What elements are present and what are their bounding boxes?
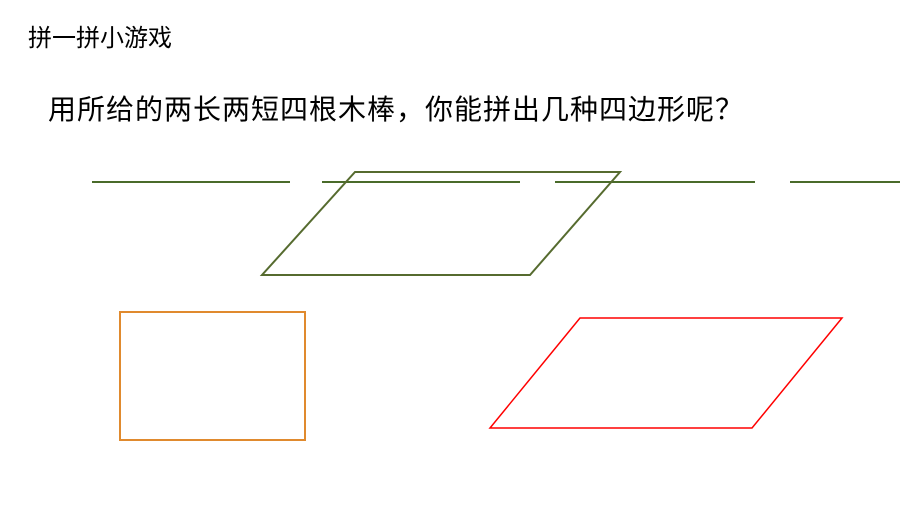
diagram-canvas [0, 0, 920, 518]
orange-rectangle [120, 312, 305, 440]
red-parallelogram [490, 318, 842, 428]
olive-parallelogram [262, 172, 620, 275]
